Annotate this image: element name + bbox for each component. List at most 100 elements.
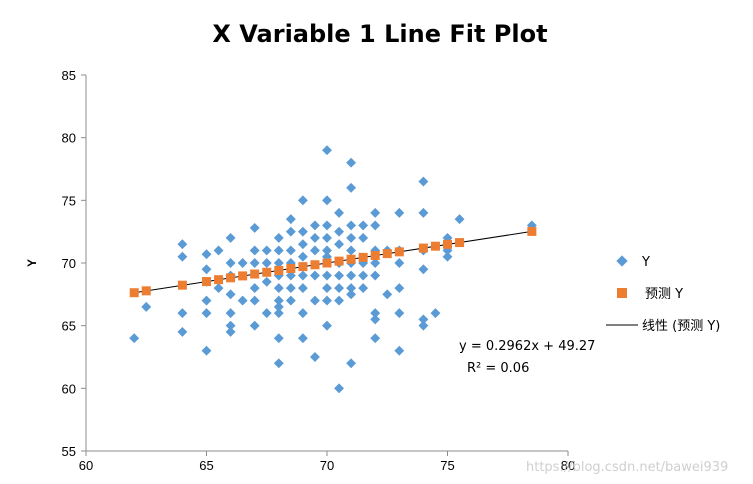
- predicted-point: [262, 267, 272, 277]
- observed-point: [177, 308, 188, 319]
- observed-point: [177, 251, 188, 262]
- observed-point: [177, 239, 188, 250]
- predicted-point: [274, 265, 284, 275]
- observed-point: [285, 214, 296, 225]
- observed-point: [249, 320, 260, 331]
- observed-point: [370, 308, 381, 319]
- observed-point: [346, 358, 357, 369]
- observed-point: [273, 333, 284, 344]
- observed-point: [310, 220, 320, 231]
- observed-point: [334, 207, 344, 218]
- predicted-point: [177, 280, 187, 290]
- chart-title: X Variable 1 Line Fit Plot: [212, 20, 547, 48]
- observed-point: [225, 320, 236, 331]
- x-tick-label: 70: [320, 458, 334, 473]
- observed-point: [394, 207, 405, 218]
- y-tick-label: 75: [62, 193, 76, 208]
- predicted-point: [394, 247, 404, 257]
- observed-point: [418, 264, 429, 275]
- observed-point: [297, 251, 308, 262]
- trendline: [134, 230, 532, 294]
- predicted-point: [322, 258, 332, 268]
- observed-point: [297, 308, 308, 319]
- x-tick-label: 60: [79, 458, 93, 473]
- observed-point: [261, 308, 272, 319]
- predicted-points: [129, 226, 537, 298]
- predicted-point: [418, 243, 428, 253]
- legend: Y 预测 Y 线性 (预测 Y): [606, 255, 720, 334]
- observed-point: [334, 239, 344, 250]
- observed-point: [310, 295, 320, 306]
- observed-point: [322, 283, 332, 294]
- observed-point: [225, 258, 236, 268]
- predicted-point: [214, 275, 224, 285]
- observed-point: [370, 333, 381, 344]
- observed-point: [297, 333, 308, 344]
- predicted-point: [310, 260, 320, 270]
- predicted-point: [370, 250, 380, 260]
- observed-point: [237, 295, 248, 306]
- observed-point: [201, 249, 212, 260]
- observed-point: [322, 232, 332, 243]
- observed-point: [273, 232, 284, 243]
- observed-point: [346, 289, 357, 300]
- observed-point: [394, 308, 405, 319]
- observed-point: [358, 270, 369, 281]
- y-tick-label: 65: [62, 319, 76, 334]
- observed-point: [261, 258, 272, 268]
- legend-item-predicted: 预测 Y: [617, 287, 683, 302]
- predicted-point: [226, 273, 236, 283]
- observed-point: [334, 383, 344, 394]
- observed-point: [322, 320, 332, 331]
- observed-point: [297, 239, 308, 250]
- observed-point: [334, 295, 344, 306]
- observed-point: [394, 258, 405, 268]
- x-tick-label: 75: [440, 458, 454, 473]
- observed-point: [285, 283, 296, 294]
- observed-point: [334, 270, 344, 281]
- observed-point: [394, 345, 405, 356]
- observed-point: [261, 276, 272, 287]
- observed-point: [442, 251, 453, 262]
- observed-point: [297, 195, 308, 206]
- observed-point: [370, 258, 381, 268]
- predicted-point: [346, 254, 356, 264]
- y-tick-label: 60: [62, 381, 76, 396]
- observed-point: [346, 270, 357, 281]
- observed-point: [273, 295, 284, 306]
- observed-point: [322, 145, 332, 156]
- x-tick-group: 60 65 70 75 80: [79, 451, 575, 473]
- observed-point: [310, 232, 320, 243]
- observed-point: [249, 258, 260, 268]
- observed-point: [418, 314, 429, 325]
- observed-point: [225, 308, 236, 319]
- observed-point: [358, 220, 369, 231]
- legend-item-trendline: 线性 (预测 Y): [606, 319, 720, 334]
- observed-point: [430, 308, 441, 319]
- observed-point: [201, 295, 212, 306]
- predicted-point: [238, 271, 248, 281]
- observed-point: [249, 283, 260, 294]
- observed-point: [310, 270, 320, 281]
- observed-point: [249, 222, 260, 233]
- observed-point: [418, 176, 429, 187]
- trendline-equation: y = 0.2962x + 49.27: [459, 339, 595, 354]
- observed-point: [322, 195, 332, 206]
- observed-point: [285, 226, 296, 237]
- predicted-point: [202, 277, 211, 287]
- observed-point: [358, 283, 369, 294]
- observed-point: [273, 283, 284, 294]
- predicted-point: [334, 256, 344, 266]
- observed-point: [201, 308, 212, 319]
- observed-point: [213, 245, 224, 256]
- observed-point: [237, 258, 248, 268]
- y-tick-label: 55: [62, 444, 76, 459]
- observed-point: [201, 264, 212, 275]
- observed-point: [322, 220, 332, 231]
- r-squared-label: R² = 0.06: [467, 361, 529, 376]
- observed-point: [297, 270, 308, 281]
- predicted-point: [250, 269, 260, 279]
- observed-point: [213, 283, 224, 294]
